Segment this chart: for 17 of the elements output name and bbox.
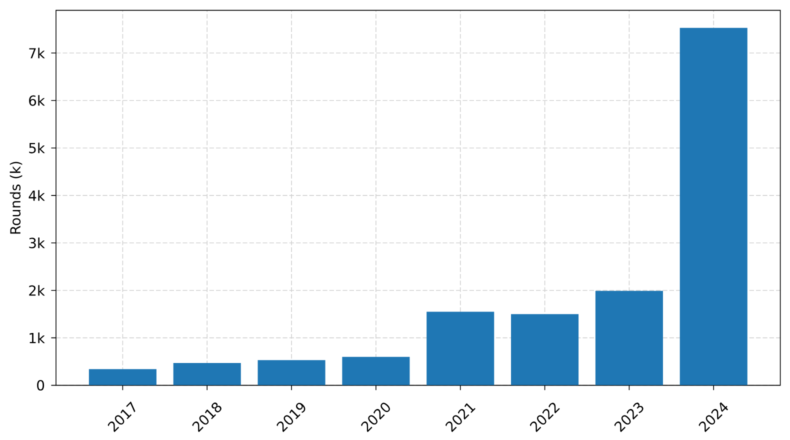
bar [173, 362, 241, 386]
y-tick-label: 7k [29, 48, 45, 58]
y-tick-label: 6k [29, 95, 45, 106]
y-tick-label: 0 [37, 380, 44, 391]
bar [88, 369, 156, 386]
bar [426, 312, 494, 386]
bar [595, 290, 663, 386]
y-tick-label: 4k [28, 190, 45, 201]
y-axis-title: Rounds (k) [10, 162, 22, 234]
bar [680, 28, 748, 386]
y-tick-label: 1k [30, 332, 45, 344]
y-tick-label: 2k [29, 285, 45, 296]
y-tick-label: 3k [29, 238, 45, 248]
y-tick-label: 5k [29, 142, 45, 154]
bar [258, 360, 326, 386]
bar [511, 314, 579, 386]
bar [342, 356, 410, 386]
